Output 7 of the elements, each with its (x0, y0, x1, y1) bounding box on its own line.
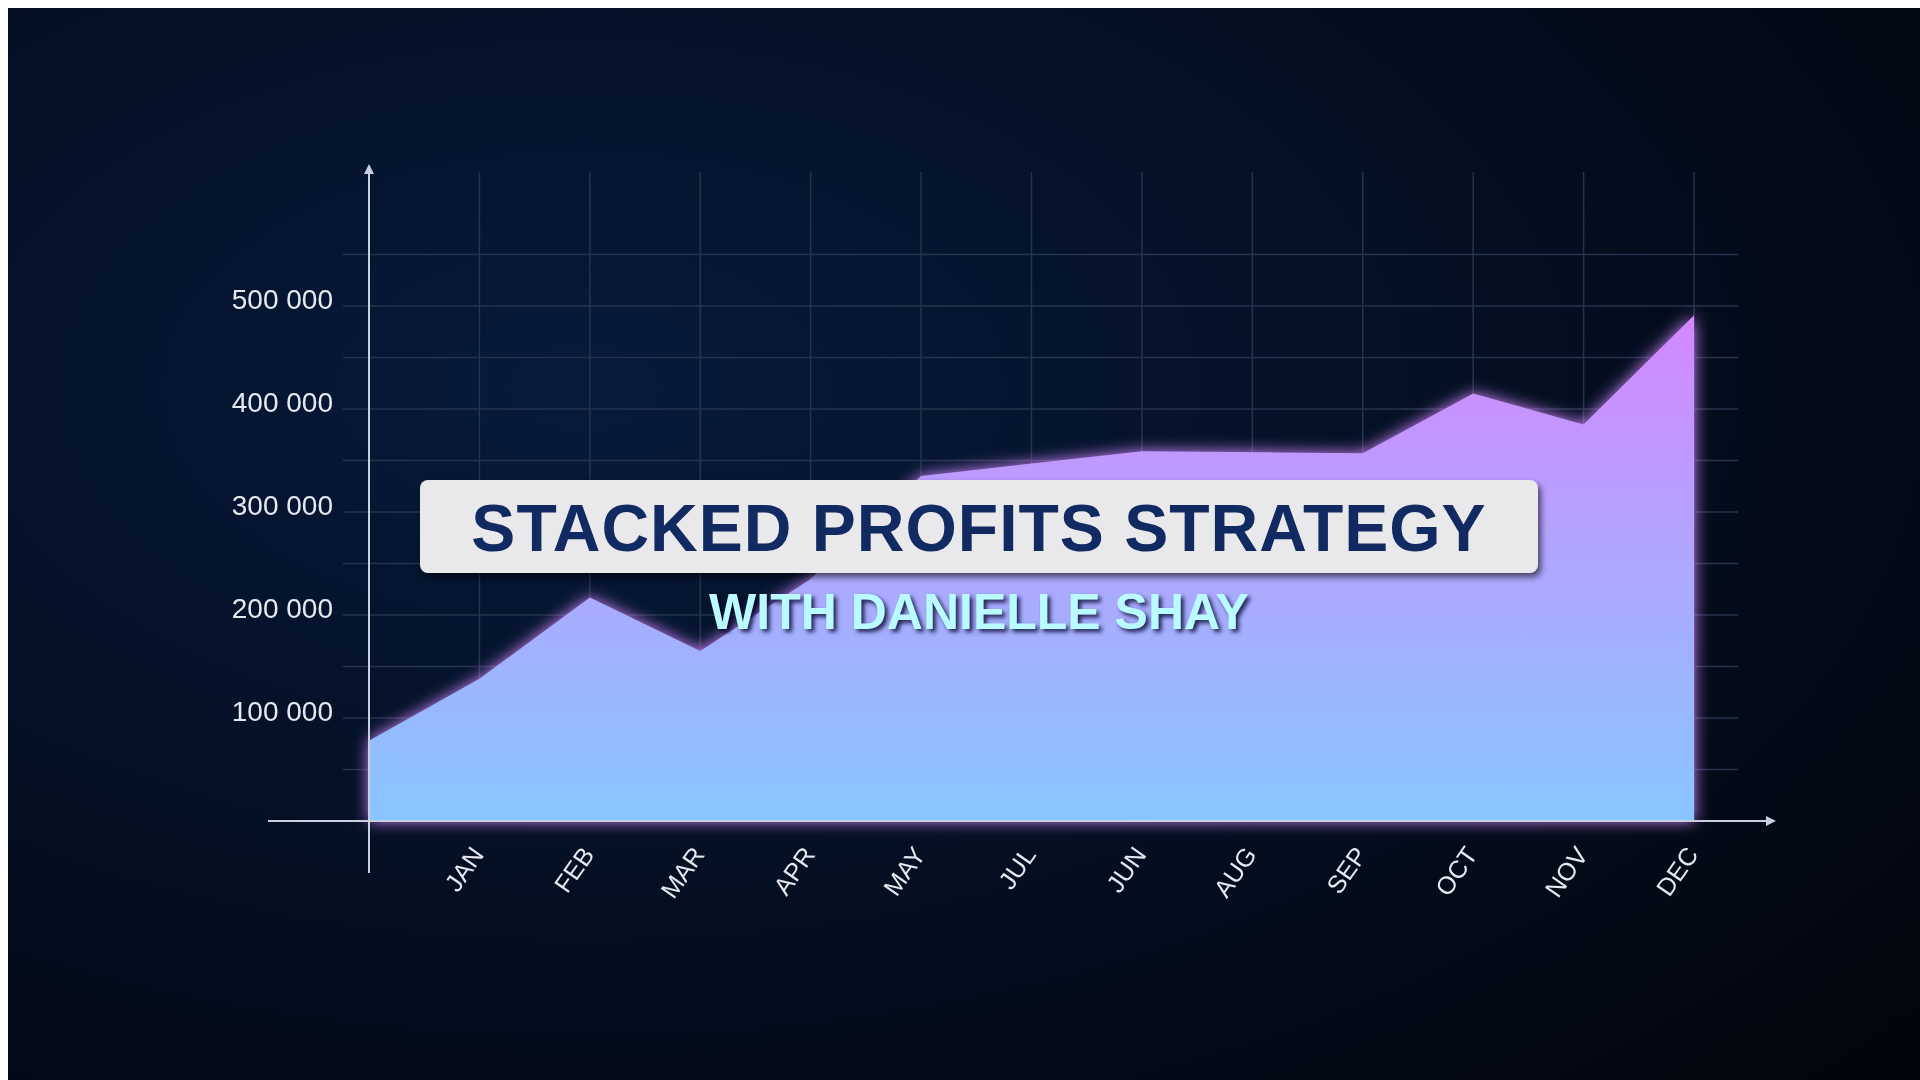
text: STACKED PROFITS STRATEGY (471, 491, 1487, 565)
y-tick-label: 500 000 (231, 284, 333, 316)
y-tick-label: 400 000 (231, 387, 333, 419)
x-tick-label: JUL (992, 841, 1042, 895)
y-tick-label: 200 000 (231, 593, 333, 625)
text: 100 000 (231, 696, 333, 728)
y-tick-label: 300 000 (231, 490, 333, 522)
